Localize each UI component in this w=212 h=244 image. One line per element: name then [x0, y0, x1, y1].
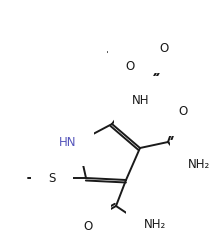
- Text: NH₂: NH₂: [188, 157, 210, 171]
- Text: O: O: [125, 60, 135, 72]
- Text: O: O: [159, 42, 169, 55]
- Text: S: S: [48, 172, 56, 184]
- Text: O: O: [178, 105, 187, 118]
- Text: HN: HN: [59, 135, 76, 149]
- Text: O: O: [84, 220, 93, 233]
- Text: NH: NH: [132, 93, 149, 106]
- Text: NH₂: NH₂: [144, 217, 166, 231]
